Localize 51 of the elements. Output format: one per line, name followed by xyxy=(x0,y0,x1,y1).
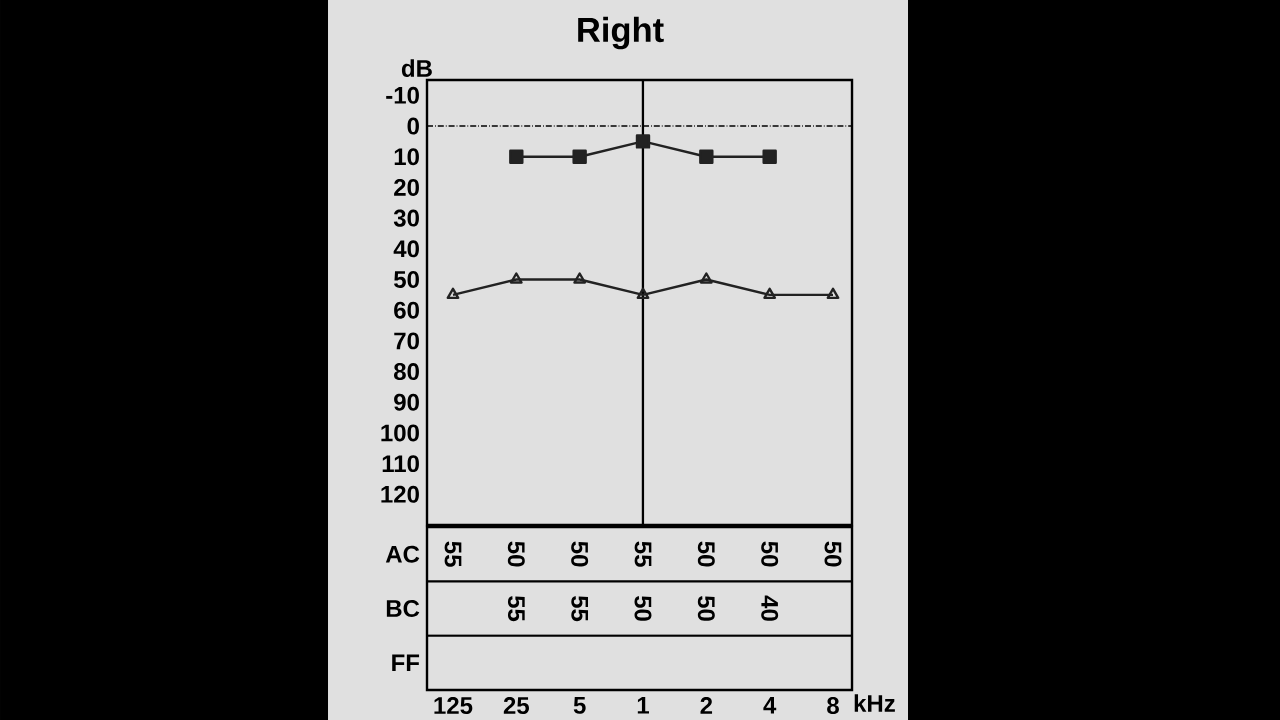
point xyxy=(699,272,713,284)
y-tick-label: 0 xyxy=(407,117,419,135)
y-tick-label: AC xyxy=(385,545,420,563)
y-tick-label: 30 xyxy=(393,209,419,227)
data-label: 40 xyxy=(761,595,779,621)
x-tick-label: 4 xyxy=(763,697,777,714)
data-label: 55 xyxy=(444,541,462,567)
point xyxy=(509,149,524,164)
point xyxy=(636,287,650,300)
data-label: 55 xyxy=(507,595,525,622)
y-tick-label: 80 xyxy=(394,363,419,381)
point xyxy=(635,134,651,149)
x-tick-label: 2 xyxy=(700,697,713,714)
data-label: 50 xyxy=(761,541,779,567)
point xyxy=(509,272,523,284)
x-tick-label: 25 xyxy=(503,697,529,715)
y-axis-title: dB xyxy=(401,59,432,77)
y-tick-label: BC xyxy=(386,600,420,617)
y-tick-label: 10 xyxy=(394,148,419,166)
x-tick-label: 8 xyxy=(827,697,839,715)
y-tick-label: FF xyxy=(392,654,420,672)
data-label: 50 xyxy=(697,541,715,567)
point xyxy=(763,287,777,300)
x-tick-label: 1 xyxy=(637,697,649,714)
x-tick-label: 5 xyxy=(573,697,586,714)
y-tick-label: -10 xyxy=(386,86,419,104)
point xyxy=(572,149,587,164)
x-tick-label: 125 xyxy=(434,697,473,715)
y-tick-label: 120 xyxy=(381,485,419,503)
y-tick-label: 50 xyxy=(394,271,419,288)
point xyxy=(446,287,460,300)
data-label: 50 xyxy=(824,541,842,567)
data-label: 50 xyxy=(697,595,715,621)
point xyxy=(826,287,840,300)
y-tick-label: 110 xyxy=(382,455,419,473)
y-tick-label: 90 xyxy=(394,393,419,411)
y-tick-label: 60 xyxy=(394,301,419,319)
point xyxy=(699,149,714,164)
y-tick-label: 100 xyxy=(381,424,419,442)
data-label: 50 xyxy=(634,595,652,621)
data-label: 55 xyxy=(571,595,589,622)
point xyxy=(573,272,587,284)
chart-title: Right xyxy=(578,16,664,50)
x-axis-title: kHz xyxy=(854,694,895,712)
data-label: 55 xyxy=(634,541,652,567)
data-label: 50 xyxy=(507,541,525,567)
data-label: 50 xyxy=(571,541,589,567)
point xyxy=(762,149,777,164)
y-tick-label: 40 xyxy=(393,240,419,258)
y-tick-label: 70 xyxy=(394,332,419,350)
y-tick-label: 20 xyxy=(394,178,419,196)
